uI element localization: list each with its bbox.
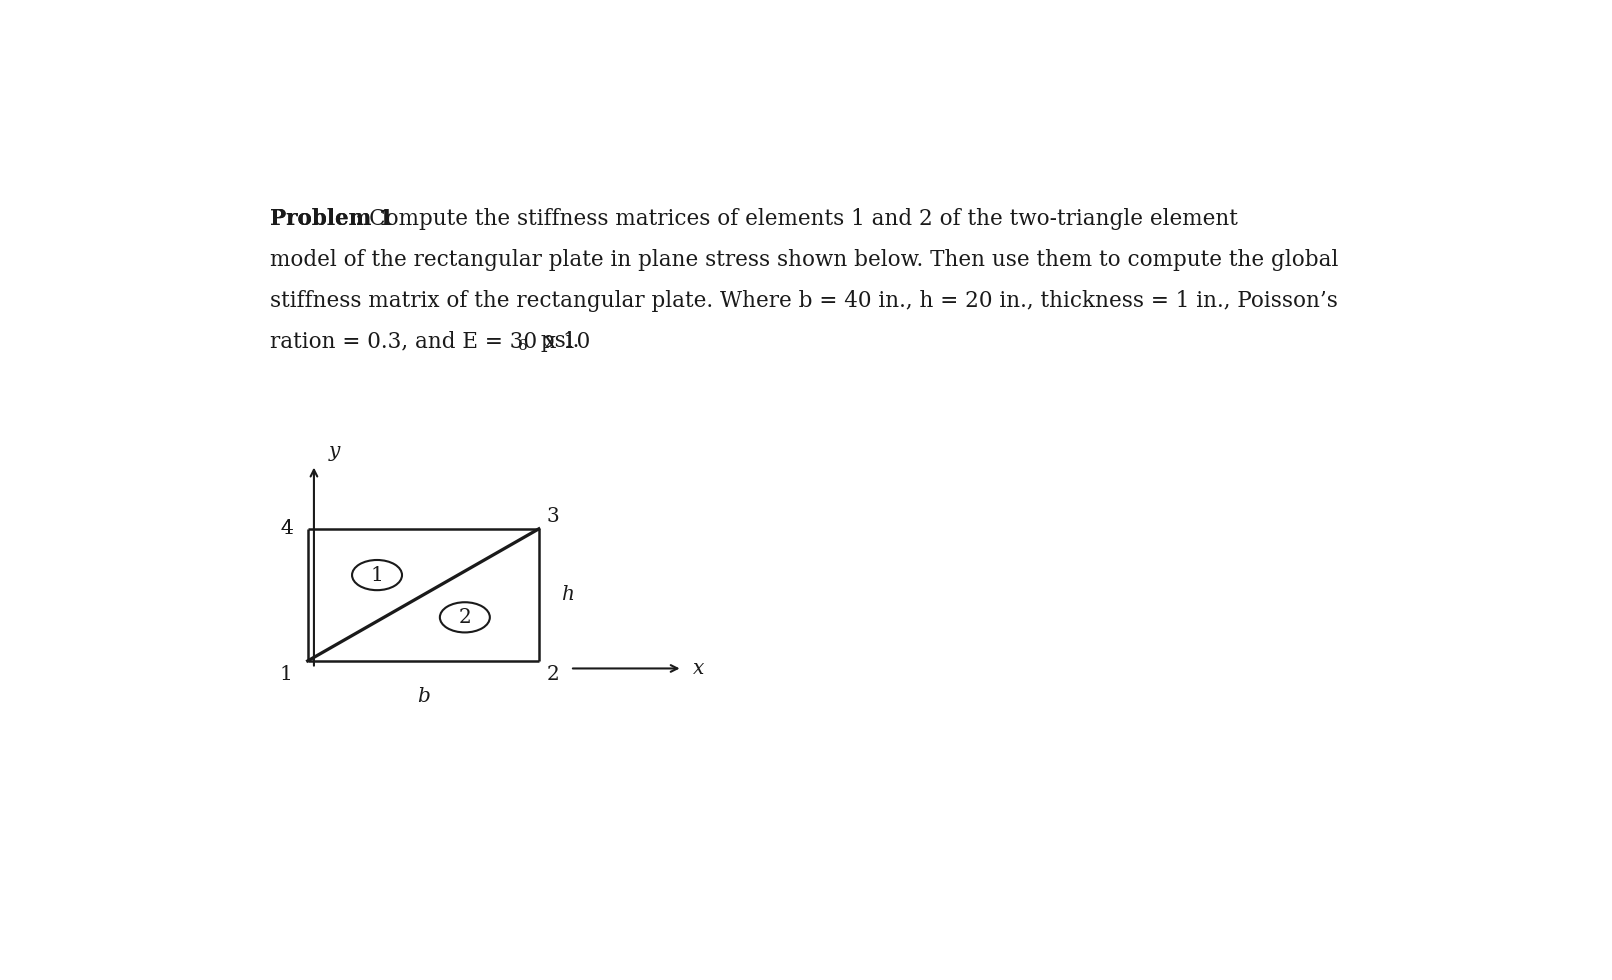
- Text: ration = 0.3, and E = 30 x 10: ration = 0.3, and E = 30 x 10: [271, 330, 590, 353]
- Text: b: b: [418, 687, 430, 707]
- Text: 2: 2: [546, 665, 559, 684]
- Text: Problem 1: Problem 1: [271, 208, 393, 230]
- Text: 4: 4: [280, 519, 293, 538]
- Text: 3: 3: [546, 507, 559, 526]
- Text: 1: 1: [371, 565, 384, 585]
- Text: model of the rectangular plate in plane stress shown below. Then use them to com: model of the rectangular plate in plane …: [271, 249, 1338, 270]
- Text: Problem 1: Problem 1: [271, 208, 393, 230]
- Text: psi.: psi.: [534, 330, 579, 353]
- Circle shape: [351, 560, 401, 590]
- Text: 4: 4: [280, 519, 293, 538]
- Text: stiffness matrix of the rectangular plate. Where b = 40 in., h = 20 in., thickne: stiffness matrix of the rectangular plat…: [271, 290, 1338, 312]
- Text: : Compute the stiffness matrices of elements 1 and 2 of the two-triangle element: : Compute the stiffness matrices of elem…: [355, 208, 1238, 230]
- Text: 2: 2: [458, 608, 471, 627]
- Text: h: h: [561, 585, 574, 605]
- Text: Problem 1: Compute the stiffness matrices of elements 1 and 2 of the two-triangl: Problem 1: Compute the stiffness matrice…: [271, 208, 1265, 230]
- Text: 1: 1: [280, 665, 293, 684]
- Circle shape: [440, 603, 490, 632]
- Text: x: x: [693, 659, 704, 678]
- Text: 6: 6: [517, 339, 527, 354]
- Text: y: y: [329, 442, 340, 461]
